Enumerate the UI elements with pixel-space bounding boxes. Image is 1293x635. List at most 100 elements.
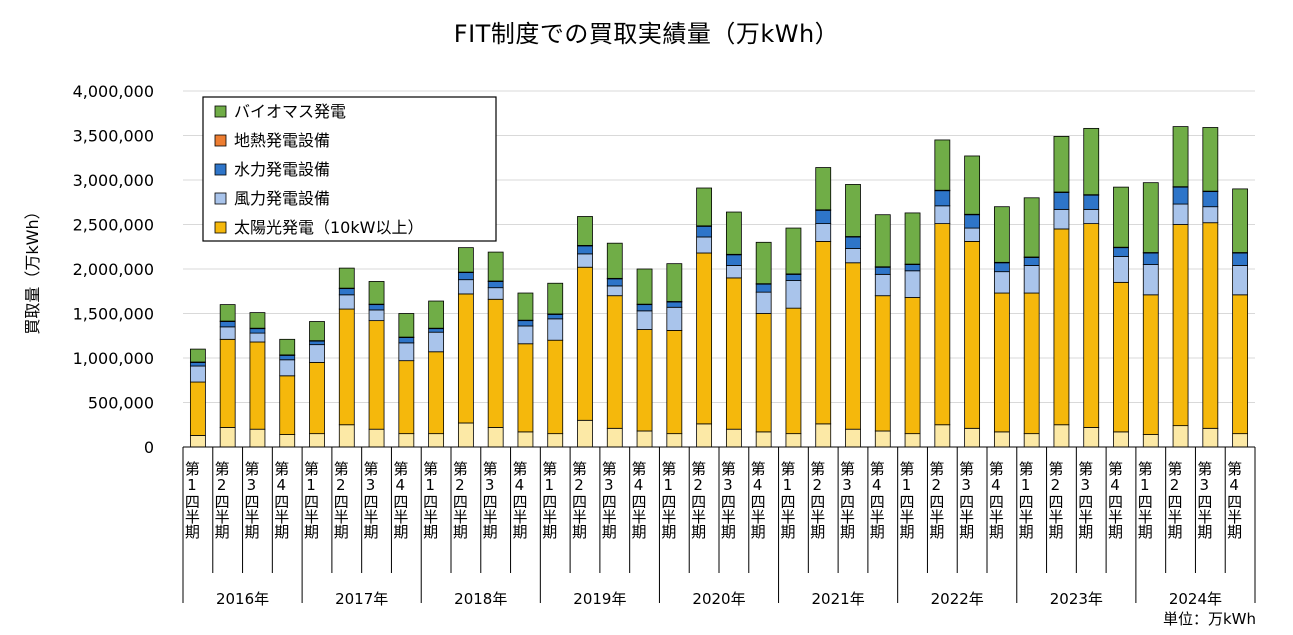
bar-segment (1113, 247, 1129, 257)
bar-segment (309, 433, 325, 448)
bar-segment (845, 428, 861, 448)
bar-segment (1113, 281, 1129, 433)
quarter-label: 第1四半期 (540, 460, 558, 540)
legend-swatch (214, 134, 227, 147)
bar-segment (636, 430, 653, 448)
quarter-label: 第4四半期 (749, 460, 767, 540)
quarter-label: 第3四半期 (481, 460, 499, 540)
legend-label: 太陽光発電（10kW以上） (234, 218, 423, 237)
bar-segment (487, 287, 504, 300)
y-tick-label: 3,000,000 (73, 171, 154, 190)
bar-segment (428, 351, 445, 435)
quarter-label: 第3四半期 (362, 460, 380, 540)
bar-segment (696, 225, 713, 238)
bar-segment (725, 277, 742, 430)
bar-segment (1172, 126, 1189, 188)
bar-segment (1232, 265, 1249, 296)
bar-segment (696, 423, 713, 448)
quarter-label: 第4四半期 (868, 460, 886, 540)
bar-segment (1202, 222, 1219, 429)
bar-segment (577, 216, 593, 246)
y-tick-label: 1,000,000 (73, 349, 154, 368)
bar-segment (547, 282, 564, 315)
bar-segment (606, 285, 623, 297)
year-label: 2016年 (216, 590, 269, 608)
bar-segment (457, 293, 474, 424)
bar-segment (1232, 433, 1249, 448)
bar-segment (636, 268, 653, 305)
bar-segment (487, 251, 504, 282)
bar-segment (785, 273, 802, 281)
bar-segment (457, 247, 474, 273)
year-label: 2017年 (335, 590, 388, 608)
year-label: 2024年 (1169, 590, 1222, 608)
bar-segment (815, 167, 832, 211)
quarter-label: 第4四半期 (1225, 460, 1243, 540)
bar-segment (1142, 182, 1159, 253)
bar-segment (457, 422, 474, 448)
bar-segment (1053, 424, 1070, 448)
y-tick-label: 2,500,000 (73, 216, 154, 235)
bar-segment (755, 313, 772, 433)
quarter-label: 第4四半期 (630, 460, 648, 540)
bar-segment (874, 430, 891, 448)
quarter-label: 第3四半期 (719, 460, 737, 540)
bar-segment (219, 304, 236, 322)
bar-segment (1172, 224, 1189, 427)
quarter-label: 第1四半期 (183, 460, 201, 540)
bar-segment (309, 344, 325, 363)
bar-segment (189, 362, 206, 367)
bar-segment (993, 206, 1010, 263)
bar-segment (934, 190, 951, 207)
quarter-label: 第2四半期 (570, 460, 588, 540)
quarter-label: 第4四半期 (987, 460, 1005, 540)
bar-segment (755, 283, 772, 293)
bar-segment (993, 271, 1010, 294)
bar-segment (1172, 425, 1189, 448)
bar-segment (1023, 197, 1040, 258)
bar-segment (666, 301, 683, 308)
bar-segment (845, 236, 861, 249)
bar-segment (1023, 433, 1040, 448)
y-tick-label: 2,000,000 (73, 260, 154, 279)
bar-segment (1172, 203, 1189, 225)
quarter-label: 第3四半期 (957, 460, 975, 540)
bar-segment (606, 278, 623, 287)
quarter-label: 第1四半期 (1017, 460, 1035, 540)
bar-segment (815, 423, 832, 448)
legend-label: 風力発電設備 (234, 189, 330, 208)
bar-segment (725, 265, 742, 279)
year-label: 2023年 (1050, 590, 1103, 608)
legend-box (202, 96, 497, 242)
bar-segment (815, 209, 832, 225)
bar-segment (696, 187, 713, 227)
bar-segment (1083, 223, 1100, 428)
bar-segment (1142, 294, 1159, 435)
quarter-label: 第3四半期 (1195, 460, 1213, 540)
year-label: 2019年 (573, 590, 626, 608)
bar-segment (219, 427, 236, 448)
bar-segment (725, 428, 742, 448)
bar-segment (517, 320, 534, 327)
bar-segment (368, 428, 385, 448)
legend-label: 地熱発電設備 (234, 131, 330, 150)
year-label: 2022年 (931, 590, 984, 608)
bar-segment (1202, 427, 1219, 448)
quarter-label: 第2四半期 (213, 460, 231, 540)
bar-segment (398, 433, 415, 448)
bar-segment (904, 264, 921, 272)
quarter-label: 第1四半期 (302, 460, 320, 540)
bar-segment (1142, 252, 1159, 265)
bar-segment (1202, 191, 1219, 208)
quarter-label: 第2四半期 (689, 460, 707, 540)
quarter-label: 第1四半期 (778, 460, 796, 540)
bar-segment (874, 273, 891, 297)
bar-segment (1232, 188, 1249, 253)
bar-segment (279, 354, 296, 361)
bar-segment (1083, 427, 1100, 448)
bar-segment (1053, 192, 1070, 210)
bar-segment (398, 360, 415, 435)
bar-segment (338, 288, 355, 296)
bar-segment (606, 427, 623, 448)
bar-segment (398, 337, 415, 344)
